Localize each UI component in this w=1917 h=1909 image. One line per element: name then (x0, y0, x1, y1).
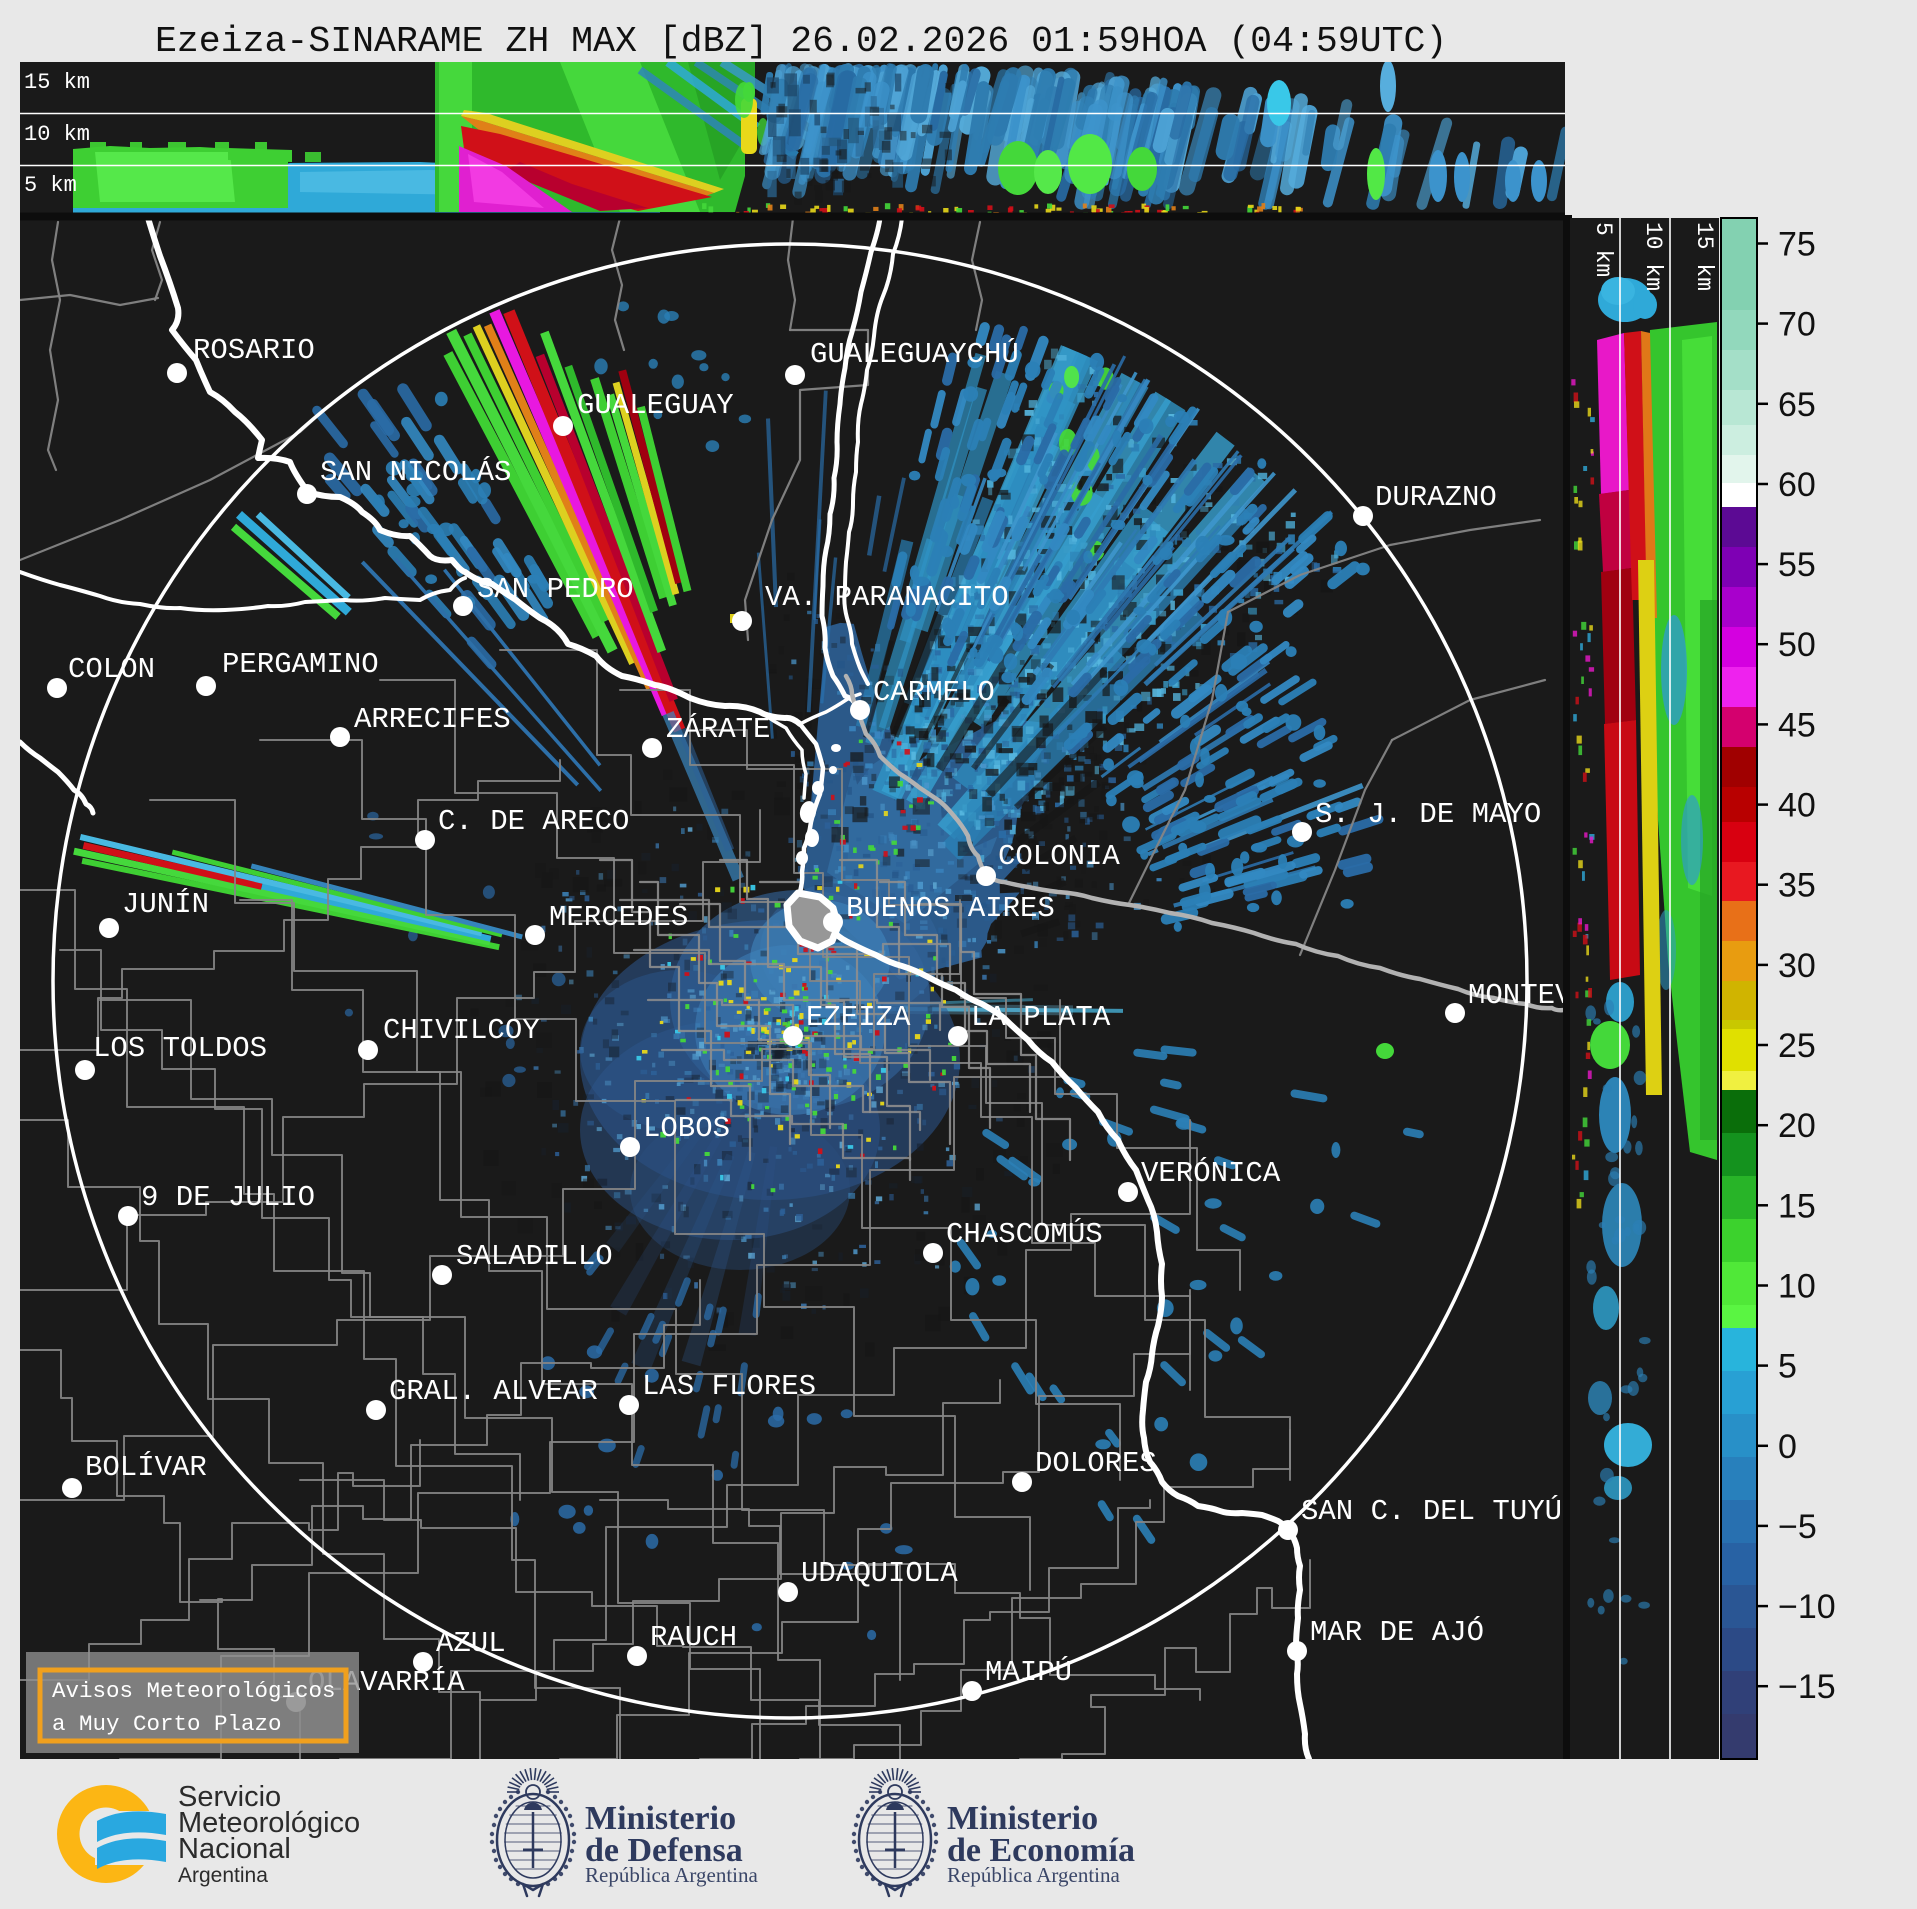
svg-text:50: 50 (1778, 626, 1816, 664)
svg-text:15: 15 (1778, 1187, 1816, 1225)
svg-text:DOLORES: DOLORES (1035, 1447, 1157, 1480)
svg-text:DURAZNO: DURAZNO (1375, 481, 1497, 514)
svg-text:LOBOS: LOBOS (643, 1112, 730, 1145)
svg-text:9 DE JULIO: 9 DE JULIO (141, 1181, 315, 1214)
svg-text:EZEIZA: EZEIZA (806, 1001, 911, 1034)
svg-text:Ministerio: Ministerio (947, 1800, 1098, 1837)
svg-text:60: 60 (1778, 466, 1816, 504)
svg-text:AZUL: AZUL (436, 1627, 506, 1660)
svg-text:Avisos Meteorológicos: Avisos Meteorológicos (52, 1678, 336, 1704)
svg-text:SAN PEDRO: SAN PEDRO (477, 573, 634, 606)
svg-text:0: 0 (1778, 1428, 1797, 1466)
svg-text:MAR DE AJÓ: MAR DE AJÓ (1310, 1615, 1484, 1649)
svg-text:MAIPÚ: MAIPÚ (985, 1655, 1072, 1689)
svg-text:10 km: 10 km (24, 122, 90, 147)
svg-text:LOS TOLDOS: LOS TOLDOS (93, 1032, 267, 1065)
svg-text:35: 35 (1778, 867, 1816, 905)
svg-text:GUALEGUAY: GUALEGUAY (577, 389, 734, 422)
svg-text:MERCEDES: MERCEDES (549, 901, 688, 934)
svg-text:65: 65 (1778, 386, 1816, 424)
svg-text:CHIVILCOY: CHIVILCOY (383, 1014, 540, 1047)
svg-text:COLONIA: COLONIA (998, 840, 1120, 873)
svg-text:a Muy Corto Plazo: a Muy Corto Plazo (52, 1711, 282, 1737)
svg-text:República Argentina: República Argentina (947, 1863, 1120, 1887)
svg-text:CARMELO: CARMELO (873, 676, 995, 709)
svg-text:55: 55 (1778, 546, 1816, 584)
svg-text:VA. PARANACITO: VA. PARANACITO (765, 581, 1009, 614)
svg-text:10: 10 (1778, 1268, 1816, 1306)
svg-text:CHASCOMÚS: CHASCOMÚS (946, 1217, 1103, 1251)
svg-text:S. J. DE MAYO: S. J. DE MAYO (1315, 798, 1541, 831)
svg-text:ARRECIFES: ARRECIFES (354, 703, 511, 736)
svg-text:República Argentina: República Argentina (585, 1863, 758, 1887)
svg-text:SAN C. DEL TUYÚ: SAN C. DEL TUYÚ (1301, 1494, 1562, 1528)
svg-text:SAN NICOLÁS: SAN NICOLÁS (320, 455, 511, 489)
svg-text:Argentina: Argentina (178, 1864, 268, 1887)
svg-text:30: 30 (1778, 947, 1816, 985)
svg-text:Ezeiza-SINARAME ZH MAX [dBZ] 2: Ezeiza-SINARAME ZH MAX [dBZ] 26.02.2026 … (155, 21, 1447, 62)
svg-text:−5: −5 (1778, 1508, 1817, 1546)
svg-text:GRAL. ALVEAR: GRAL. ALVEAR (389, 1375, 598, 1408)
svg-text:Meteorológico: Meteorológico (178, 1807, 360, 1839)
svg-text:10 km: 10 km (1640, 222, 1666, 291)
svg-text:ROSARIO: ROSARIO (193, 334, 315, 367)
svg-text:GUALEGUAYCHÚ: GUALEGUAYCHÚ (810, 337, 1019, 371)
svg-text:BUENOS AIRES: BUENOS AIRES (846, 892, 1055, 925)
svg-text:de Defensa: de Defensa (585, 1832, 743, 1869)
svg-text:15 km: 15 km (24, 70, 90, 95)
svg-text:COLON: COLON (68, 653, 155, 686)
svg-text:ZÁRATE: ZÁRATE (666, 712, 770, 746)
svg-text:LAS FLORES: LAS FLORES (642, 1370, 816, 1403)
svg-text:20: 20 (1778, 1107, 1816, 1145)
svg-text:5: 5 (1778, 1348, 1797, 1386)
svg-text:25: 25 (1778, 1027, 1816, 1065)
svg-text:VERÓNICA: VERÓNICA (1141, 1156, 1281, 1190)
svg-text:Servicio: Servicio (178, 1781, 281, 1813)
svg-text:C. DE ARECO: C. DE ARECO (438, 805, 629, 838)
svg-text:SALADILLO: SALADILLO (456, 1240, 613, 1273)
svg-text:UDAQUIOLA: UDAQUIOLA (801, 1557, 958, 1590)
svg-text:40: 40 (1778, 787, 1816, 825)
svg-text:BOLÍVAR: BOLÍVAR (85, 1450, 207, 1484)
svg-text:5 km: 5 km (1590, 222, 1616, 277)
svg-text:−15: −15 (1778, 1668, 1836, 1706)
svg-text:15 km: 15 km (1691, 222, 1717, 291)
svg-text:de Economía: de Economía (947, 1832, 1135, 1869)
svg-text:5 km: 5 km (24, 173, 77, 198)
svg-text:RAUCH: RAUCH (650, 1621, 737, 1654)
svg-text:Nacional: Nacional (178, 1833, 291, 1865)
svg-text:Ministerio: Ministerio (585, 1800, 736, 1837)
svg-text:−10: −10 (1778, 1588, 1836, 1626)
svg-text:75: 75 (1778, 226, 1816, 264)
svg-text:70: 70 (1778, 306, 1816, 344)
svg-text:JUNÍN: JUNÍN (122, 887, 209, 921)
svg-text:MONTEVIDEO: MONTEVIDEO (1468, 979, 1642, 1012)
svg-text:LA PLATA: LA PLATA (971, 1001, 1111, 1034)
svg-text:PERGAMINO: PERGAMINO (222, 648, 379, 681)
svg-text:45: 45 (1778, 706, 1816, 744)
